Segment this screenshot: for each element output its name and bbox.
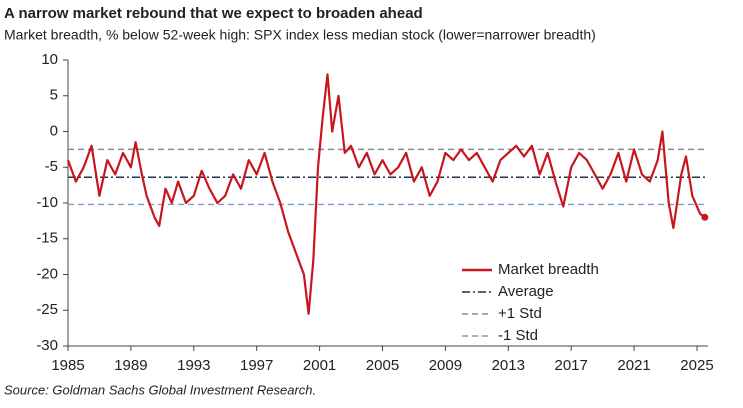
x-tick-label: 2001: [303, 357, 336, 374]
y-tick-label: -30: [36, 337, 58, 354]
chart-subtitle: Market breadth, % below 52-week high: SP…: [4, 27, 596, 43]
legend-label: Average: [498, 283, 554, 300]
x-tick-label: 2017: [555, 357, 588, 374]
y-tick-label: -20: [36, 265, 58, 282]
x-tick-label: 1997: [240, 357, 273, 374]
legend-label: -1 Std: [498, 327, 538, 344]
x-tick-label: 2025: [680, 357, 713, 374]
x-tick-label: 1985: [51, 357, 84, 374]
y-tick-label: -15: [36, 230, 58, 247]
y-tick-label: -25: [36, 301, 58, 318]
y-tick-label: 5: [50, 87, 58, 104]
x-tick-label: 1989: [114, 357, 147, 374]
end-marker: [701, 213, 709, 221]
legend-label: Market breadth: [498, 261, 599, 278]
chart-title: A narrow market rebound that we expect t…: [4, 5, 423, 22]
y-tick-label: -10: [36, 194, 58, 211]
legend-label: +1 Std: [498, 305, 542, 322]
data-line: [66, 73, 706, 315]
x-tick-label: 2009: [429, 357, 462, 374]
x-tick-label: 1993: [177, 357, 210, 374]
x-tick-label: 2013: [492, 357, 525, 374]
y-tick-label: -5: [45, 158, 58, 175]
x-tick-label: 2005: [366, 357, 399, 374]
source: Source: Goldman Sachs Global Investment …: [4, 382, 316, 397]
x-tick-label: 2021: [617, 357, 650, 374]
y-tick-label: 0: [50, 122, 58, 139]
y-tick-label: 10: [41, 51, 58, 68]
